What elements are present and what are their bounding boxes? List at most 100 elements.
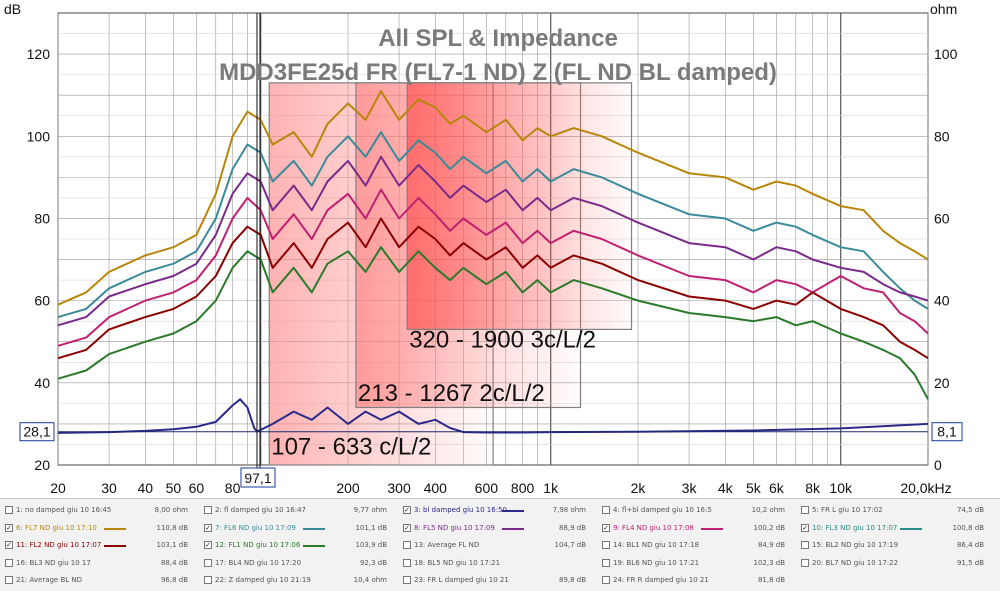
legend-checkbox[interactable]: ✓ xyxy=(801,523,809,532)
legend-trace-name: 22: Z damped giu 10 21:19 xyxy=(215,576,311,584)
plot-series xyxy=(57,90,929,434)
left-axis-unit: dB xyxy=(4,1,21,17)
legend-trace-name: 12: FL1 ND giu 10 17:06 xyxy=(215,541,301,549)
legend-value: 110,8 dB xyxy=(156,523,188,532)
legend-item[interactable]: 13: Average FL ND 104,7 dB xyxy=(398,537,596,554)
legend-trace-name: 2: fl damped giu 10 16:47 xyxy=(215,506,306,514)
legend-trace-name: 4: fl+bl damped giu 10 16:5 xyxy=(613,506,712,514)
legend-checkbox[interactable]: ✓ xyxy=(5,523,13,532)
legend-item[interactable]: 22: Z damped giu 10 21:19 10,4 ohm xyxy=(199,572,397,589)
legend-trace-name: 5: FR L giu 10 17:02 xyxy=(812,506,883,514)
legend-checkbox[interactable] xyxy=(204,506,212,514)
y-left-tick-label: 80 xyxy=(34,210,50,226)
y-left-tick-label: 120 xyxy=(27,46,51,62)
legend-value: 103,9 dB xyxy=(355,541,387,549)
legend-checkbox[interactable] xyxy=(801,541,809,549)
x-tick-label: 40 xyxy=(138,480,154,496)
legend-item[interactable]: 1: no damped giu 10 16:45 8,00 ohm xyxy=(0,502,198,519)
legend-value: 101,1 dB xyxy=(355,523,387,532)
legend-item[interactable]: 2: fl damped giu 10 16:47 9,77 ohm xyxy=(199,502,397,519)
legend-item[interactable]: ✓ 10: FL3 ND giu 10 17:07 100,8 dB xyxy=(796,520,994,537)
x-tick-label: 1k xyxy=(543,480,559,496)
legend-item[interactable]: ✓ 6: FL7 ND giu 10 17:10 110,8 dB xyxy=(0,520,198,537)
legend-checkbox[interactable] xyxy=(5,558,13,567)
cursor[interactable]: 97,1 28,1 8,1 xyxy=(19,13,963,488)
legend-item[interactable]: 18: BL5 ND giu 10 17:21 xyxy=(398,555,596,572)
legend-checkbox[interactable]: ✓ xyxy=(204,523,212,532)
legend-row: ✓ 6: FL7 ND giu 10 17:10 110,8 dB ✓ 7: FL6 N… xyxy=(0,520,1000,537)
legend-value: 102,3 dB xyxy=(753,558,785,567)
legend-checkbox[interactable] xyxy=(403,576,411,584)
legend-color-swatch xyxy=(104,527,126,530)
legend-item[interactable]: 5: FR L giu 10 17:02 74,5 dB xyxy=(796,502,994,519)
legend-item[interactable]: 4: fl+bl damped giu 10 16:5 10,2 ohm xyxy=(597,502,795,519)
legend-item[interactable]: ✓ 3: bl damped giu 10 16:50 7,98 ohm xyxy=(398,502,596,519)
legend-checkbox[interactable] xyxy=(602,506,610,514)
series-line xyxy=(57,90,929,306)
right-axis-unit: ohm xyxy=(930,1,957,17)
legend-checkbox[interactable] xyxy=(403,558,411,567)
legend-item[interactable]: 23: FR L damped giu 10 21 89,8 dB xyxy=(398,572,596,589)
legend-trace-name: 10: FL3 ND giu 10 17:07 xyxy=(812,523,898,532)
legend-checkbox[interactable]: ✓ xyxy=(204,541,212,549)
legend-checkbox[interactable] xyxy=(204,576,212,584)
legend-trace-name: 1: no damped giu 10 16:45 xyxy=(16,506,112,514)
legend-checkbox[interactable] xyxy=(602,558,610,567)
x-tick-label: 30 xyxy=(101,480,117,496)
legend-checkbox[interactable] xyxy=(5,506,13,514)
x-tick-label: 4k xyxy=(718,480,734,496)
legend-checkbox[interactable]: ✓ xyxy=(5,541,13,549)
legend-checkbox[interactable] xyxy=(403,541,411,549)
legend-trace-name: 24: FR R damped giu 10 21 xyxy=(613,576,709,584)
legend-color-swatch xyxy=(303,545,325,547)
legend-item[interactable]: 14: BL1 ND giu 10 17:18 84,9 dB xyxy=(597,537,795,554)
legend-trace-name: 13: Average FL ND xyxy=(414,541,480,549)
x-tick-label: 300 xyxy=(387,480,411,496)
legend-checkbox[interactable] xyxy=(5,576,13,584)
legend-item[interactable]: 20: BL7 ND giu 10 17:22 91,5 dB xyxy=(796,555,994,572)
legend-item[interactable]: ✓ 8: FL5 ND giu 10 17:09 88,9 dB xyxy=(398,520,596,537)
legend-checkbox[interactable] xyxy=(204,558,212,567)
legend-item[interactable]: 16: BL3 ND giu 10 17 88,4 dB xyxy=(0,555,198,572)
legend-item[interactable]: ✓ 9: FL4 ND giu 10 17:08 100,2 dB xyxy=(597,520,795,537)
legend-item[interactable]: ✓ 11: FL2 ND giu 10 17:07 103,1 dB xyxy=(0,537,198,554)
legend-value: 91,5 dB xyxy=(956,558,984,567)
legend-item[interactable]: ✓ 12: FL1 ND giu 10 17:06 103,9 dB xyxy=(199,537,397,554)
axis-tick-labels: 20 30 40 50 60 80 200 300 400 600 800 1k 2k 3k 4k 5k 6k 8… xyxy=(27,46,958,496)
legend-value: 10,4 ohm xyxy=(353,576,387,584)
legend-trace-name: 11: FL2 ND giu 10 17:07 xyxy=(16,541,102,549)
cursor-left-box xyxy=(19,422,55,442)
legend-item[interactable]: 24: FR R damped giu 10 21 81,8 dB xyxy=(597,572,795,589)
x-tick-label: 800 xyxy=(511,480,535,496)
x-tick-label: 600 xyxy=(475,480,499,496)
legend-item[interactable]: ✓ 7: FL6 ND giu 10 17:09 101,1 dB xyxy=(199,520,397,537)
legend-item[interactable]: 21: Average BL ND 96,8 dB xyxy=(0,572,198,589)
legend-value: 96,8 dB xyxy=(160,576,188,584)
x-tick-label: 3k xyxy=(682,480,698,496)
y-left-tick-label: 60 xyxy=(34,293,50,309)
legend-value: 7,98 ohm xyxy=(552,506,586,514)
legend-checkbox[interactable] xyxy=(801,558,809,567)
region-label: 320 - 1900 3c/L/2 xyxy=(409,327,596,354)
x-tick-label: 8k xyxy=(805,480,821,496)
legend-trace-name: 23: FR L damped giu 10 21 xyxy=(414,576,509,584)
legend-item[interactable]: 15: BL2 ND giu 10 17:19 86,4 dB xyxy=(796,537,994,554)
legend-item[interactable]: 19: BL6 ND giu 10 17:21 102,3 dB xyxy=(597,555,795,572)
legend-checkbox[interactable] xyxy=(602,541,610,549)
legend-trace-name: 9: FL4 ND giu 10 17:08 xyxy=(613,523,694,532)
series-line xyxy=(57,131,929,319)
legend-checkbox[interactable]: ✓ xyxy=(403,523,411,532)
x-tick-label: 200 xyxy=(336,480,360,496)
legend-row: 16: BL3 ND giu 10 17 88,4 dB 17: BL4 ND gi… xyxy=(0,555,1000,572)
legend-item[interactable]: 17: BL4 ND giu 10 17:20 92,3 dB xyxy=(199,555,397,572)
legend-checkbox[interactable]: ✓ xyxy=(602,523,610,532)
legend-value: 104,7 dB xyxy=(554,541,586,549)
legend-value: 84,9 dB xyxy=(757,541,785,549)
legend-checkbox[interactable] xyxy=(602,576,610,584)
legend-value: 103,1 dB xyxy=(156,541,188,549)
cursor-right-label: 8,1 xyxy=(937,424,957,440)
legend-value: 100,2 dB xyxy=(753,523,785,532)
legend-checkbox[interactable] xyxy=(801,506,809,514)
legend-color-swatch xyxy=(701,527,723,530)
legend-checkbox[interactable]: ✓ xyxy=(403,506,411,514)
